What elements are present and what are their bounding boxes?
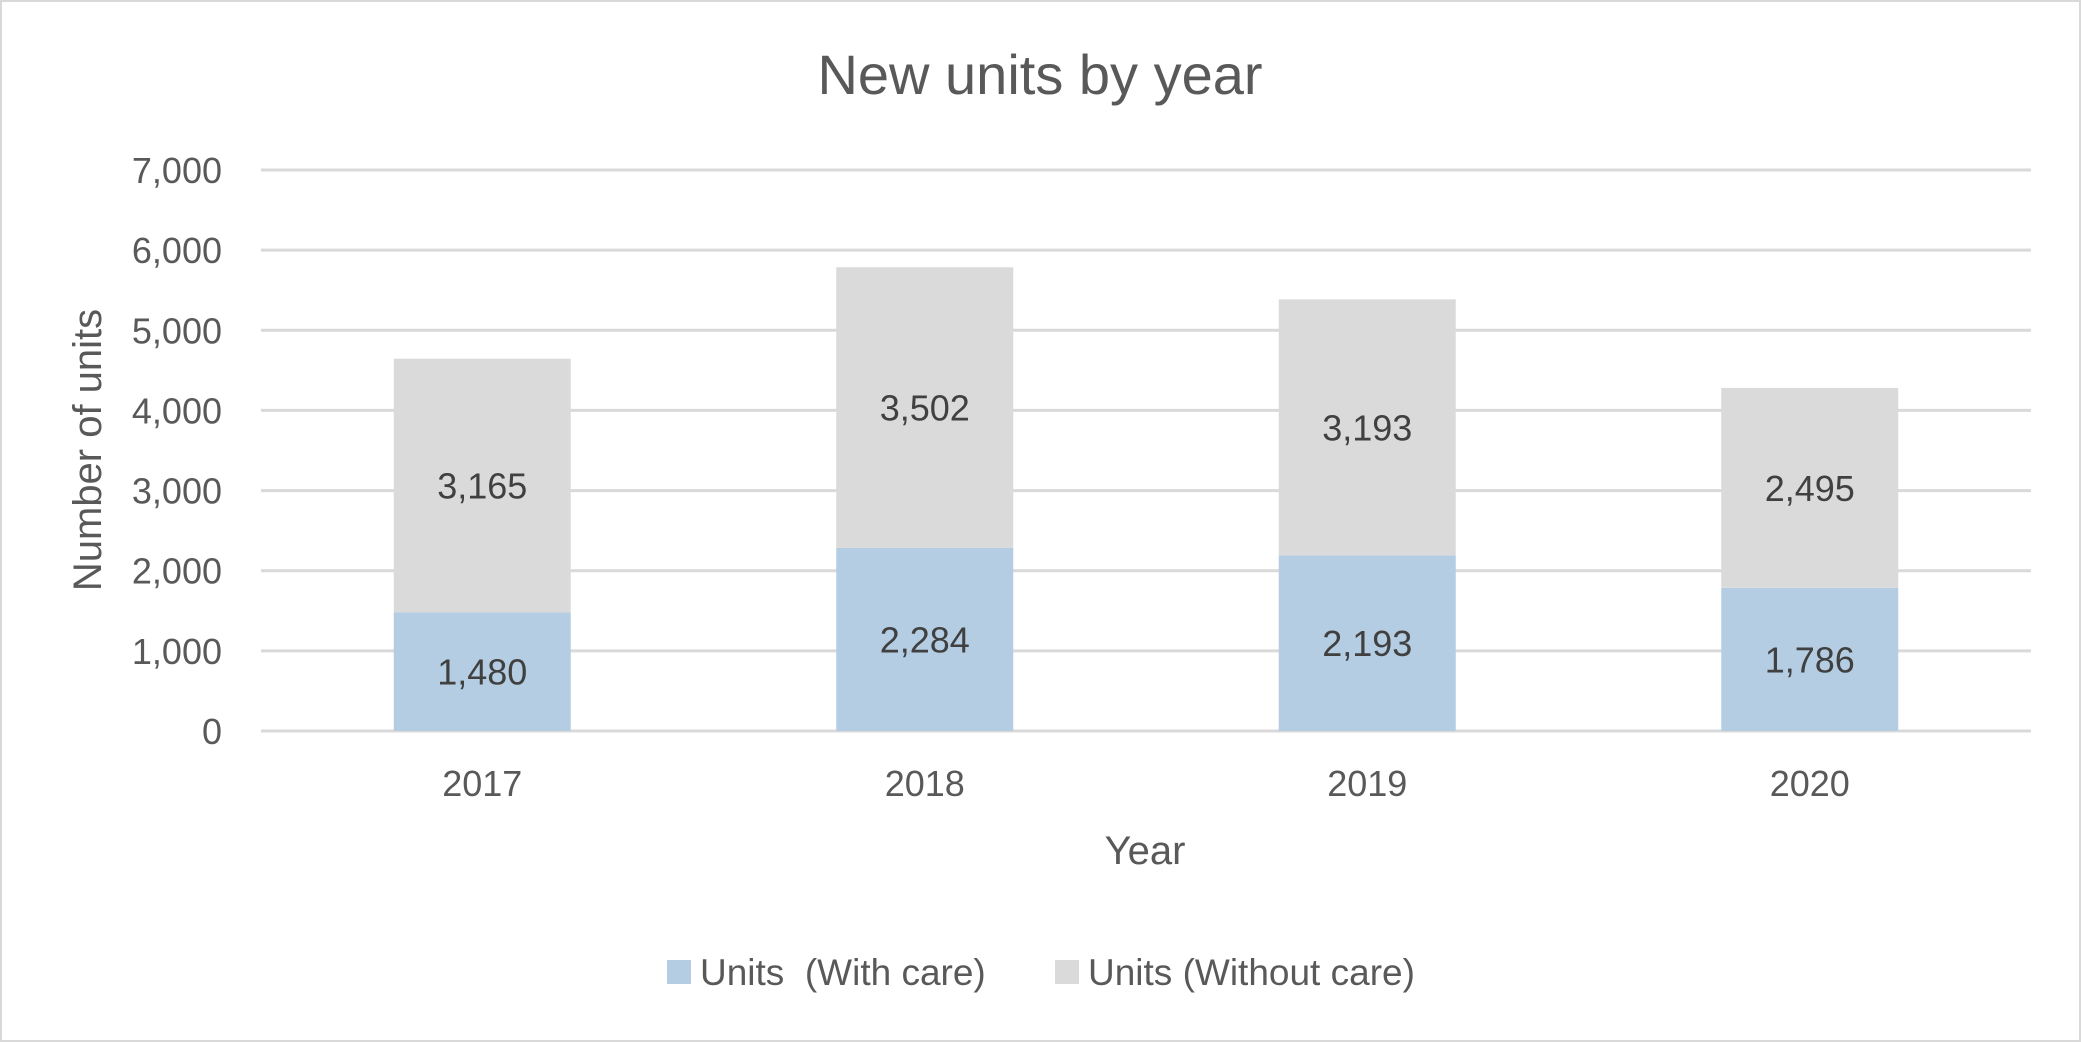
data-label: 3,165 [437, 466, 527, 507]
bar-with-care-2017 [393, 612, 571, 731]
data-labels: 1,480 3,165 2,284 3,502 2,193 3,193 1,786 2,495 [437, 388, 1855, 693]
bar-with-care-2020 [1721, 587, 1899, 731]
bar-without-care-2017 [393, 358, 571, 613]
data-label: 1,480 [437, 652, 527, 693]
y-tick-label: 0 [202, 711, 222, 752]
y-tick-label: 3,000 [132, 471, 222, 512]
x-axis-title: Year [1105, 829, 1186, 873]
x-axis-ticks: 2017 2018 2019 2020 [442, 763, 1850, 804]
bar-without-care-2019 [1278, 299, 1456, 556]
y-tick-label: 6,000 [132, 230, 222, 271]
legend-label: Units (With care) [700, 952, 986, 993]
data-label: 2,284 [880, 619, 970, 660]
bars [393, 267, 1899, 731]
data-label: 3,193 [1322, 407, 1412, 448]
bar-with-care-2018 [836, 547, 1014, 731]
y-tick-label: 2,000 [132, 551, 222, 592]
x-tick-label: 2018 [885, 763, 965, 804]
legend-label: Units (Without care) [1088, 952, 1415, 993]
legend-swatch [1055, 960, 1079, 984]
legend-swatch [667, 960, 691, 984]
bar-without-care-2018 [836, 267, 1014, 548]
x-tick-label: 2017 [442, 763, 522, 804]
bar-without-care-2020 [1721, 387, 1899, 588]
y-tick-label: 5,000 [132, 310, 222, 351]
data-label: 2,193 [1322, 623, 1412, 664]
x-tick-label: 2019 [1327, 763, 1407, 804]
x-tick-label: 2020 [1770, 763, 1850, 804]
data-label: 2,495 [1765, 468, 1855, 509]
y-tick-label: 7,000 [132, 150, 222, 191]
y-tick-label: 4,000 [132, 390, 222, 431]
y-axis-ticks: 0 1,000 2,000 3,000 4,000 5,000 6,000 7,000 [132, 150, 222, 752]
chart-title: New units by year [817, 43, 1262, 106]
bar-with-care-2019 [1278, 555, 1456, 731]
legend: Units (With care) Units (Without care) [667, 952, 1415, 993]
data-label: 3,502 [880, 388, 970, 429]
y-tick-label: 1,000 [132, 631, 222, 672]
y-axis-title: Number of units [66, 309, 110, 591]
data-label: 1,786 [1765, 639, 1855, 680]
